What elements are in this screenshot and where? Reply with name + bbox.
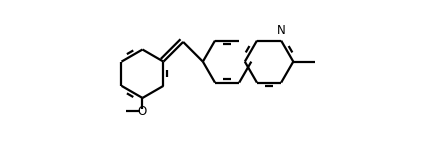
Text: N: N [277,24,285,37]
Text: O: O [138,105,147,118]
